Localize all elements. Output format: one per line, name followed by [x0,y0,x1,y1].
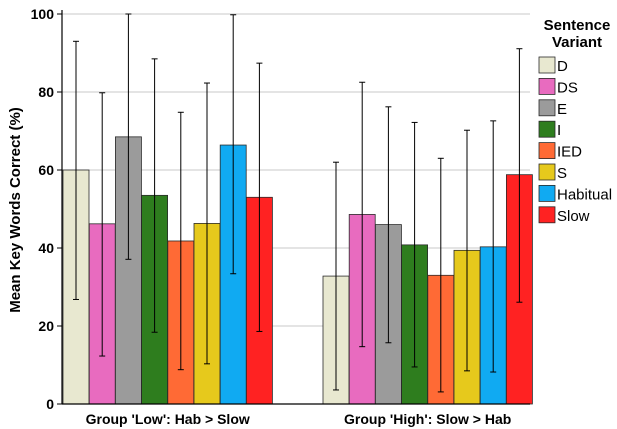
legend-swatch-ied [538,142,556,160]
legend-label-habitual: Habitual [557,186,612,203]
legend-label-slow: Slow [557,208,590,225]
legend-swatch-habitual [538,184,556,202]
legend-swatch-slow [538,206,556,224]
y-tick-label: 40 [38,240,54,256]
x-category-label: Group 'High': Slow > Hab [344,411,511,427]
y-tick-label: 80 [38,84,54,100]
legend-swatch-d [538,56,556,74]
legend-label-d: D [557,58,568,75]
error-bars [73,13,523,393]
y-tick-label: 20 [38,318,54,334]
legend-label-i: I [557,122,561,139]
legend-swatch-s [538,163,556,181]
y-tick-label: 100 [31,6,55,22]
legend-label-s: S [557,165,567,182]
legend-title: Sentence Variant [544,17,611,51]
axes: 0 20 40 60 80 100 Group 'Low': Hab > Slow Group… [31,6,530,427]
legend-swatch-ds [538,78,556,95]
legend: Sentence Variant D DS EI IED S Habitual Slow [538,17,612,225]
x-category-label: Group 'Low': Hab > Slow [86,411,250,427]
legend-label-e: E [557,101,567,118]
legend-label-ds: DS [557,79,578,96]
bars [62,136,533,405]
legend-swatch-i [538,120,556,138]
y-axis-title: Mean Key Words Correct (%) [7,107,24,313]
y-tick-label: 0 [46,396,54,412]
y-tick-label: 60 [38,162,54,178]
legend-label-ied: IED [557,144,582,161]
legend-swatch-e [538,99,556,117]
